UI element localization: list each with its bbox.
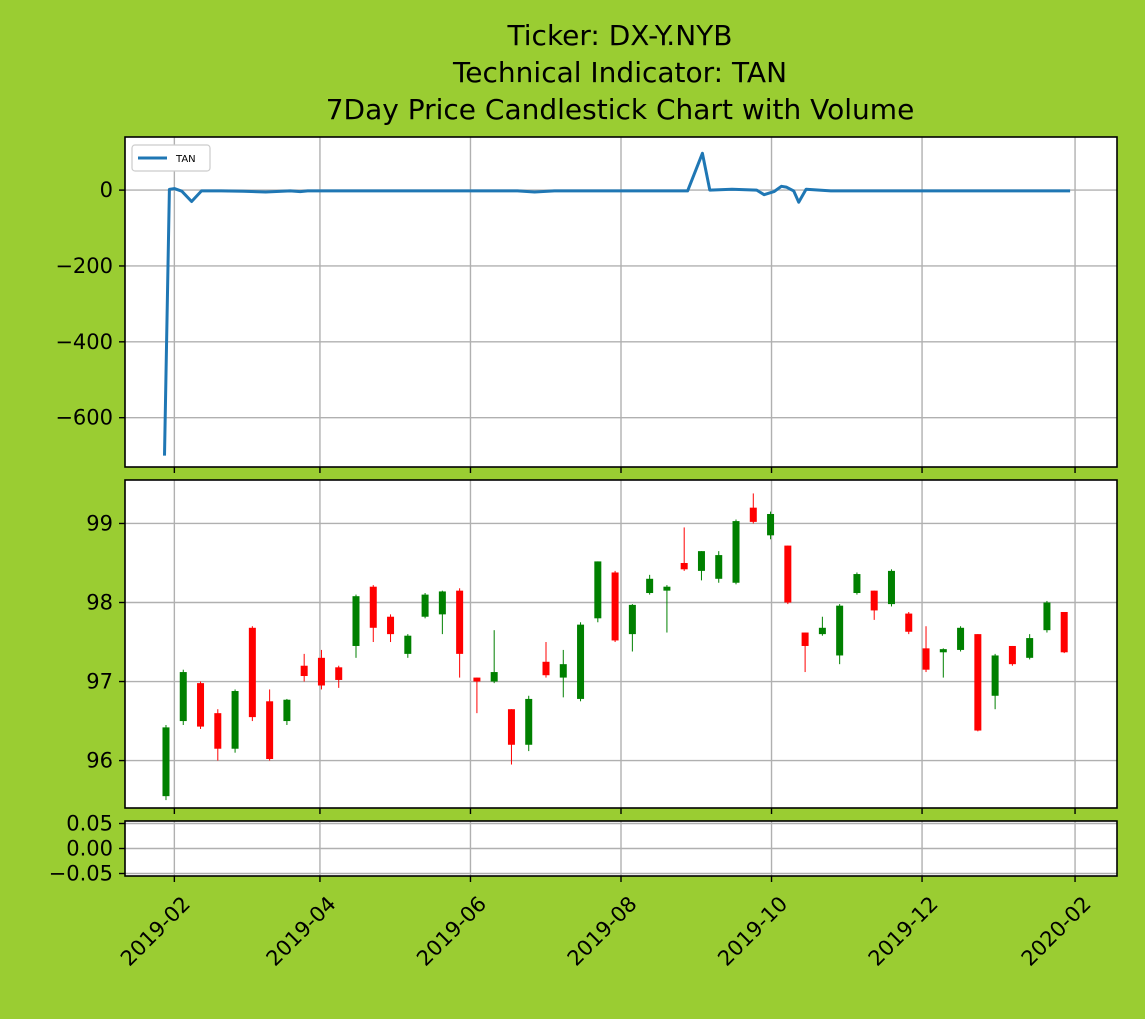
candle-body: [352, 596, 360, 646]
candle-body: [939, 649, 947, 653]
candle-body: [525, 698, 533, 745]
volume-panel: 0.050.00−0.05: [49, 812, 1118, 886]
indicator-y-tick-label: 0: [100, 178, 113, 202]
candle-body: [317, 657, 325, 686]
candle-body: [473, 677, 481, 682]
tan-series-line: [163, 151, 1071, 456]
price-grid: [125, 480, 1117, 808]
x-tick-label: 2019-04: [262, 892, 341, 971]
candle-body: [628, 604, 636, 635]
indicator-y-tick-label: −400: [55, 330, 113, 354]
candle-body: [697, 551, 705, 571]
x-tick-label: 2019-02: [116, 892, 195, 971]
indicator-y-ticks: 0 −200 −400 −600: [55, 178, 125, 430]
candle-body: [507, 709, 515, 745]
chart-title: Ticker: DX-Y.NYB Technical Indicator: TA…: [326, 19, 915, 126]
x-tick-label: 2019-12: [864, 892, 943, 971]
candle-body: [456, 590, 464, 654]
volume-y-tick-label: −0.05: [49, 862, 113, 886]
candle-body: [577, 624, 585, 699]
candle-body: [784, 545, 792, 603]
candle-body: [611, 572, 619, 641]
price-y-tick-label: 96: [86, 749, 113, 773]
legend-box: [131, 144, 211, 172]
candle-body: [663, 586, 671, 591]
candle-body: [732, 521, 740, 583]
candle-body: [335, 667, 343, 680]
x-tick-label: 2020-02: [1017, 892, 1096, 971]
candle-body: [179, 672, 187, 722]
price-y-tick-label: 97: [86, 670, 113, 694]
candle-body: [231, 691, 239, 749]
candle-body: [542, 661, 550, 676]
candle-body: [991, 655, 999, 696]
candle-body: [818, 627, 826, 635]
candle-body: [559, 664, 567, 678]
candle-body: [1026, 638, 1034, 658]
candle-body: [905, 613, 913, 632]
candle-body: [680, 562, 688, 570]
candle-body: [490, 672, 498, 682]
candle-body: [957, 627, 965, 650]
candle-body: [974, 634, 982, 731]
volume-y-tick-label: 0.00: [66, 837, 113, 861]
candle-body: [438, 591, 446, 615]
candle-body: [404, 635, 412, 654]
candle-body: [715, 555, 723, 579]
candle-body: [300, 665, 308, 677]
candle-body: [749, 507, 757, 522]
indicator-y-tick-label: −200: [55, 254, 113, 278]
title-line-2: Technical Indicator: TAN: [452, 56, 787, 89]
candle-body: [853, 574, 861, 594]
candle-body: [266, 701, 274, 759]
candle-body: [801, 632, 809, 646]
candle-body: [646, 578, 654, 594]
candle-body: [162, 727, 170, 797]
candle-body: [387, 616, 395, 635]
candle-body: [870, 590, 878, 611]
volume-y-tick-label: 0.05: [66, 812, 113, 836]
candles-layer: [162, 493, 1068, 801]
price-panel: 96 97 98 99: [86, 479, 1118, 809]
candle-body: [283, 699, 291, 722]
candle-body: [1060, 611, 1068, 653]
indicator-panel: 0 −200 −400 −600 TAN: [55, 136, 1118, 468]
candle-body: [767, 513, 775, 536]
title-line-1: Ticker: DX-Y.NYB: [507, 19, 733, 52]
price-y-ticks: 96 97 98 99: [86, 511, 125, 773]
candle-body: [836, 605, 844, 656]
candle-body: [922, 648, 930, 670]
price-y-tick-label: 99: [86, 511, 113, 535]
indicator-y-tick-label: −600: [55, 406, 113, 430]
candle-body: [369, 586, 377, 628]
candle-body: [594, 561, 602, 619]
candle-body: [1043, 602, 1051, 631]
legend: TAN: [131, 144, 211, 172]
candle-body: [248, 627, 256, 718]
legend-label: TAN: [175, 154, 196, 165]
volume-y-ticks: 0.050.00−0.05: [49, 812, 125, 886]
volume-grid: [125, 821, 1117, 876]
candle-body: [421, 594, 429, 617]
title-line-3: 7Day Price Candlestick Chart with Volume: [326, 93, 915, 126]
candle-body: [1008, 645, 1016, 665]
indicator-line-layer: [163, 151, 1071, 456]
candle-body: [214, 713, 222, 749]
price-y-tick-label: 98: [86, 591, 113, 615]
x-tick-label: 2019-10: [713, 892, 792, 971]
x-tick-label: 2019-08: [563, 892, 642, 971]
x-tick-label: 2019-06: [412, 892, 491, 971]
candle-body: [887, 570, 895, 605]
candle-body: [197, 683, 205, 727]
